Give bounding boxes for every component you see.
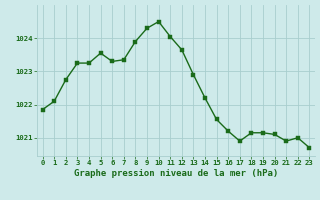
X-axis label: Graphe pression niveau de la mer (hPa): Graphe pression niveau de la mer (hPa): [74, 169, 278, 178]
